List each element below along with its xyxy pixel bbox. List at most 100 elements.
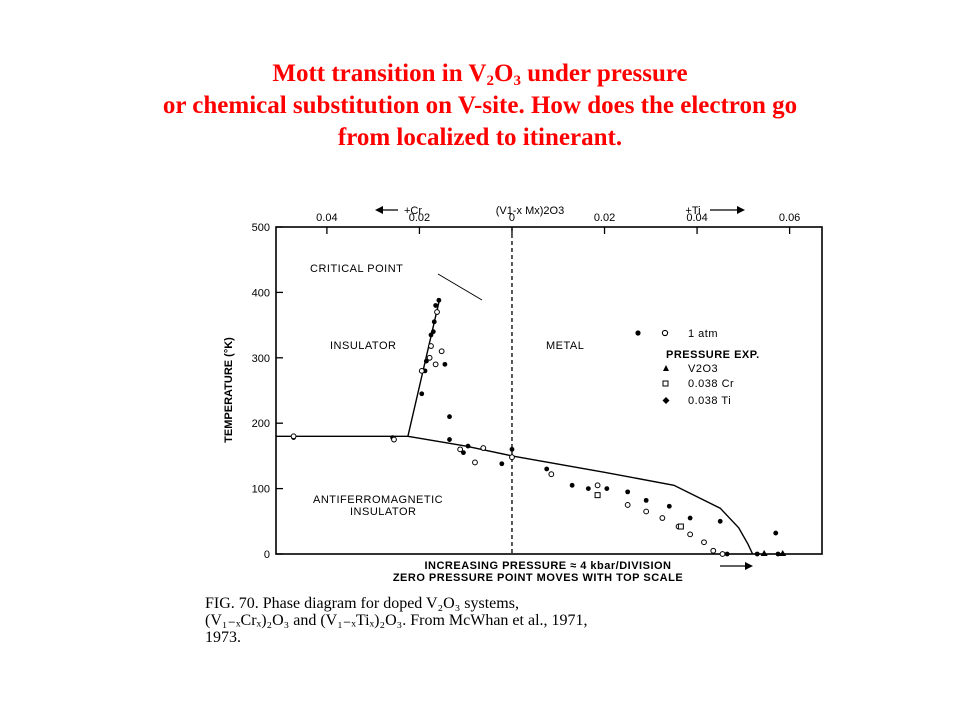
data-point-filled xyxy=(666,503,672,509)
y-tick-label: 500 xyxy=(252,222,270,234)
y-tick-label: 200 xyxy=(252,418,270,430)
critical-point-pointer xyxy=(437,273,483,301)
y-tick-label: 0 xyxy=(264,549,270,561)
data-point-open xyxy=(710,547,717,554)
region-label-critical-point: CRITICAL POINT xyxy=(310,263,403,275)
data-point-filled xyxy=(569,482,575,488)
data-point-open xyxy=(290,433,297,440)
caption-line-2: (V₁₋ₓCrₓ)₂O₃ and (V₁₋ₓTiₓ)₂O₃. From McWh… xyxy=(205,612,588,629)
phase-diagram-figure: +Cr (V1-x Mx)2O3 +Ti 0.04 0.02 0 0.02 0.04 0.… xyxy=(205,205,823,646)
data-point-filled xyxy=(419,391,425,397)
data-point-open xyxy=(434,309,440,315)
pressure-arrow xyxy=(720,562,753,570)
data-point-open xyxy=(457,446,464,453)
data-point-filled xyxy=(687,515,693,521)
data-point-filled xyxy=(436,297,442,303)
data-point-open xyxy=(701,539,707,546)
top-tick-label: 0.02 xyxy=(409,212,430,224)
data-point-filled xyxy=(775,551,781,557)
data-point-filled xyxy=(431,319,437,325)
data-point-filled xyxy=(724,551,730,557)
data-point-open xyxy=(624,502,631,508)
x-axis-label-line1: INCREASING PRESSURE ≈ 4 kbar/DIVISION xyxy=(424,560,671,572)
data-point-filled xyxy=(585,486,591,491)
data-point-filled xyxy=(447,437,452,442)
data-point-open xyxy=(391,436,397,443)
data-point-open xyxy=(480,445,487,451)
top-tick-label: 0.04 xyxy=(316,212,337,224)
slide-title: Mott transition in V2O3 under pressure o… xyxy=(20,58,940,154)
data-point-open xyxy=(659,515,666,521)
data-point-filled xyxy=(460,450,466,456)
plot-frame xyxy=(275,226,823,555)
data-point-square xyxy=(594,492,601,499)
data-point-filled xyxy=(499,461,505,467)
data-point-filled xyxy=(717,518,723,524)
top-tick-label: 0.06 xyxy=(779,212,800,224)
chart-legend: 1 atm PRESSURE EXP. V2O3 0.038 Cr 0.038 … xyxy=(635,328,759,407)
title-line-3: from localized to itinerant. xyxy=(337,124,623,151)
caption-line-1: FIG. 70. Phase diagram for doped V₂O₃ sy… xyxy=(205,595,519,612)
data-point-filled xyxy=(433,303,439,308)
legend-square-marker xyxy=(662,380,669,387)
data-point-filled xyxy=(423,358,429,364)
data-point-filled xyxy=(428,332,434,338)
top-axis-title: (V1-x Mx)2O3 xyxy=(496,205,564,217)
data-point-filled xyxy=(442,361,448,367)
data-point-open xyxy=(432,361,439,368)
legend-triangle-marker xyxy=(663,365,669,371)
region-label-afi-line2: INSULATOR xyxy=(350,506,416,518)
data-point-open xyxy=(594,482,601,489)
data-markers xyxy=(290,297,787,557)
data-point-open xyxy=(438,348,445,355)
top-cr-arrow-label: +Cr xyxy=(404,205,422,217)
data-point-filled xyxy=(604,486,610,491)
data-point-open xyxy=(418,367,425,374)
data-point-filled xyxy=(509,446,515,452)
x-axis-label-line2: ZERO PRESSURE POINT MOVES WITH TOP SCALE xyxy=(393,572,683,584)
legend-diamond-marker xyxy=(662,397,670,404)
region-label-afi-line1: ANTIFERROMAGNETIC xyxy=(313,494,443,506)
data-point-triangle xyxy=(760,550,768,556)
data-point-filled xyxy=(643,497,649,503)
title-line-1: Mott transition in V2O3 under pressure xyxy=(272,60,688,89)
region-label-insulator: INSULATOR xyxy=(330,340,396,352)
legend-title-pressure: PRESSURE EXP. xyxy=(666,349,760,361)
data-point-open xyxy=(472,459,478,466)
legend-item-cr: 0.038 Cr xyxy=(688,378,734,390)
data-point-filled xyxy=(754,551,760,557)
data-point-filled xyxy=(447,414,452,420)
data-point-open xyxy=(548,471,555,478)
y-axis-ticks: 0 100 200 300 400 500 xyxy=(252,222,283,561)
afm-metal-boundary-line xyxy=(407,435,754,555)
data-point-filled xyxy=(625,489,631,495)
top-ti-arrow-label: +Ti xyxy=(685,205,700,217)
legend-item-v2o3: V2O3 xyxy=(688,363,718,375)
ti-arrow xyxy=(710,206,745,214)
data-point-open xyxy=(509,454,515,461)
y-tick-label: 300 xyxy=(252,353,270,365)
data-point-square xyxy=(677,523,684,530)
legend-open-marker xyxy=(661,329,669,337)
data-point-open xyxy=(687,531,694,538)
caption-line-3: 1973. xyxy=(205,629,241,646)
data-point-filled xyxy=(773,530,779,536)
region-label-metal: METAL xyxy=(546,340,584,352)
data-point-triangle xyxy=(779,550,787,556)
legend-filled-marker xyxy=(635,330,641,336)
legend-title-1atm: 1 atm xyxy=(688,328,718,340)
data-point-open xyxy=(428,343,434,349)
title-line-2: or chemical substitution on V-site. How … xyxy=(162,92,798,119)
top-tick-label: 0.04 xyxy=(686,212,707,224)
data-point-filled xyxy=(544,466,550,472)
data-point-filled xyxy=(465,443,471,449)
cr-arrow xyxy=(375,206,398,214)
y-tick-label: 100 xyxy=(252,484,270,496)
top-tick-label: 0.02 xyxy=(594,212,615,224)
data-point-open xyxy=(643,508,650,515)
data-point-open xyxy=(719,551,726,557)
y-axis-label: TEMPERATURE (°K) xyxy=(223,337,235,443)
top-tick-label: 0 xyxy=(509,212,515,224)
legend-item-ti: 0.038 Ti xyxy=(688,395,731,407)
y-tick-label: 400 xyxy=(252,287,270,299)
